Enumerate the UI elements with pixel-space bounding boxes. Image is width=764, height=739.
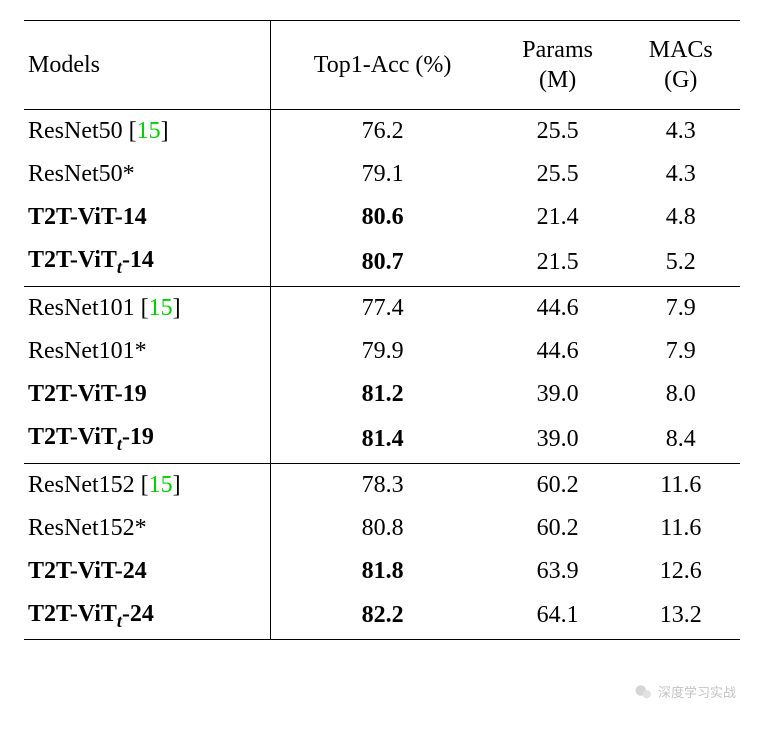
cell-macs: 4.3 <box>622 110 740 154</box>
model-name: ResNet152* <box>28 515 147 541</box>
col-header-models: Models <box>24 21 271 110</box>
cell-model: T2T-ViT-19 <box>24 373 271 416</box>
cell-params: 25.5 <box>494 153 622 196</box>
cell-top1: 81.4 <box>271 416 494 463</box>
model-name: T2T-ViT <box>28 424 117 450</box>
cell-top1: 76.2 <box>271 110 494 154</box>
cell-macs: 7.9 <box>622 286 740 330</box>
col-header-macs-bottom: (G) <box>632 65 730 95</box>
cell-model: T2T-ViT-24 <box>24 550 271 593</box>
model-suffix: -14 <box>122 247 154 273</box>
cell-macs: 7.9 <box>622 330 740 373</box>
cell-model: T2T-ViTt-14 <box>24 239 271 286</box>
cell-top1: 81.8 <box>271 550 494 593</box>
table-header-row: Models Top1-Acc (%) Params (M) MACs (G) <box>24 21 740 110</box>
model-name: ResNet152 <box>28 472 141 498</box>
cell-macs: 8.4 <box>622 416 740 463</box>
cell-macs: 8.0 <box>622 373 740 416</box>
cell-params: 64.1 <box>494 593 622 640</box>
model-name: ResNet50* <box>28 161 135 187</box>
citation-link[interactable]: 15 <box>149 295 173 321</box>
model-suffix: -19 <box>122 424 154 450</box>
cell-macs: 11.6 <box>622 463 740 507</box>
citation-link[interactable]: 15 <box>137 118 161 144</box>
table-body: ResNet50 [15]76.225.54.3 ResNet50* 79.125.… <box>24 110 740 640</box>
cell-params: 60.2 <box>494 463 622 507</box>
cell-params: 60.2 <box>494 507 622 550</box>
model-name: T2T-ViT <box>28 247 117 273</box>
cell-params: 44.6 <box>494 286 622 330</box>
table-row: ResNet152 [15]78.360.211.6 <box>24 463 740 507</box>
col-header-macs: MACs (G) <box>622 21 740 110</box>
table-row: T2T-ViTt-2482.264.113.2 <box>24 593 740 640</box>
cell-model: ResNet50 [15] <box>24 110 271 154</box>
cell-model: T2T-ViT-14 <box>24 196 271 239</box>
cell-params: 44.6 <box>494 330 622 373</box>
results-table: Models Top1-Acc (%) Params (M) MACs (G) … <box>24 20 740 640</box>
cell-top1: 78.3 <box>271 463 494 507</box>
model-suffix: -24 <box>122 601 154 627</box>
cell-top1: 77.4 <box>271 286 494 330</box>
model-name: T2T-ViT-14 <box>28 204 147 230</box>
model-name: ResNet101 <box>28 295 141 321</box>
table-row: ResNet152* 80.860.211.6 <box>24 507 740 550</box>
col-header-macs-top: MACs <box>632 35 730 65</box>
cell-params: 21.5 <box>494 239 622 286</box>
cell-model: ResNet50* <box>24 153 271 196</box>
col-header-top1: Top1-Acc (%) <box>271 21 494 110</box>
watermark: 深度学习实战 <box>634 682 736 701</box>
cell-macs: 4.3 <box>622 153 740 196</box>
cell-model: T2T-ViTt-24 <box>24 593 271 640</box>
model-name: T2T-ViT-24 <box>28 558 147 584</box>
model-name: ResNet50 <box>28 118 129 144</box>
col-header-params: Params (M) <box>494 21 622 110</box>
cell-params: 25.5 <box>494 110 622 154</box>
cell-top1: 82.2 <box>271 593 494 640</box>
cell-top1: 80.7 <box>271 239 494 286</box>
cell-params: 39.0 <box>494 416 622 463</box>
table-row: ResNet101* 79.944.67.9 <box>24 330 740 373</box>
table-row: T2T-ViTt-1480.721.55.2 <box>24 239 740 286</box>
cell-top1: 80.6 <box>271 196 494 239</box>
cell-model: ResNet101 [15] <box>24 286 271 330</box>
table-row: ResNet50 [15]76.225.54.3 <box>24 110 740 154</box>
cell-top1: 79.1 <box>271 153 494 196</box>
watermark-text: 深度学习实战 <box>658 682 736 701</box>
cell-params: 21.4 <box>494 196 622 239</box>
table-row: T2T-ViT-24 81.863.912.6 <box>24 550 740 593</box>
cell-model: T2T-ViTt-19 <box>24 416 271 463</box>
cell-top1: 79.9 <box>271 330 494 373</box>
cell-model: ResNet101* <box>24 330 271 373</box>
cell-macs: 11.6 <box>622 507 740 550</box>
cell-top1: 80.8 <box>271 507 494 550</box>
cell-params: 63.9 <box>494 550 622 593</box>
model-name: T2T-ViT-19 <box>28 381 147 407</box>
model-name: ResNet101* <box>28 338 147 364</box>
cell-macs: 4.8 <box>622 196 740 239</box>
cell-macs: 13.2 <box>622 593 740 640</box>
citation-link[interactable]: 15 <box>149 472 173 498</box>
table-row: T2T-ViTt-1981.439.08.4 <box>24 416 740 463</box>
cell-top1: 81.2 <box>271 373 494 416</box>
model-name: T2T-ViT <box>28 601 117 627</box>
wechat-icon <box>634 683 652 701</box>
col-header-params-bottom: (M) <box>504 65 612 95</box>
table-row: ResNet101 [15]77.444.67.9 <box>24 286 740 330</box>
cell-model: ResNet152* <box>24 507 271 550</box>
cell-macs: 5.2 <box>622 239 740 286</box>
table-row: T2T-ViT-14 80.621.44.8 <box>24 196 740 239</box>
table-row: ResNet50* 79.125.54.3 <box>24 153 740 196</box>
cell-params: 39.0 <box>494 373 622 416</box>
cell-macs: 12.6 <box>622 550 740 593</box>
cell-model: ResNet152 [15] <box>24 463 271 507</box>
col-header-params-top: Params <box>504 35 612 65</box>
table-row: T2T-ViT-19 81.239.08.0 <box>24 373 740 416</box>
